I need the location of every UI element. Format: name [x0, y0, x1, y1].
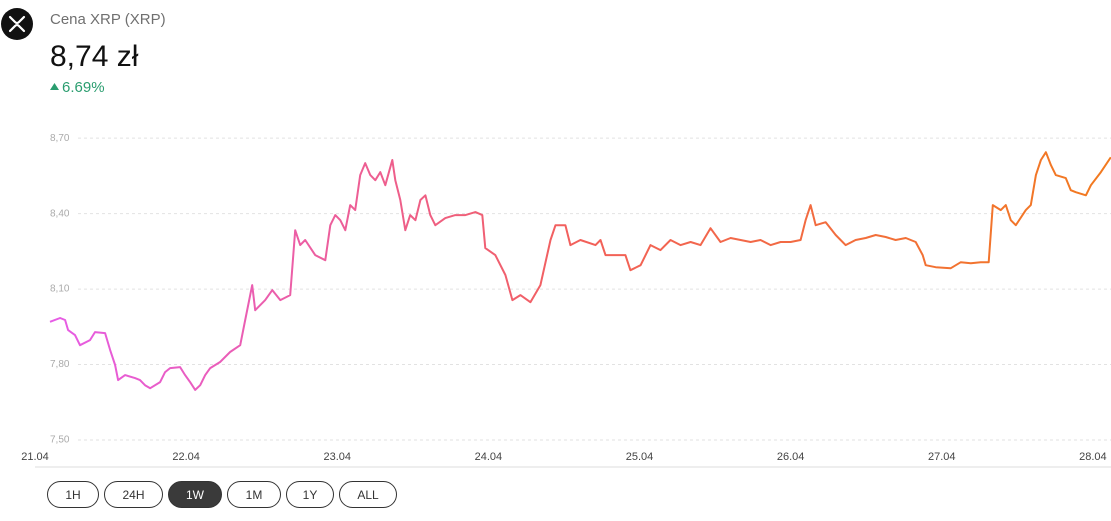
xrp-logo — [1, 8, 33, 40]
price-line — [49, 151, 1111, 391]
range-button[interactable]: 24H — [104, 481, 163, 508]
x-tick-label: 21.04 — [21, 451, 49, 463]
range-button[interactable]: ALL — [339, 481, 397, 508]
x-tick-label: 26.04 — [777, 451, 805, 463]
x-tick-label: 27.04 — [928, 451, 956, 463]
y-tick-label: 7,50 — [50, 435, 70, 446]
y-tick-label: 8,40 — [50, 208, 70, 219]
range-button[interactable]: 1H — [47, 481, 99, 508]
title: Cena XRP (XRP) — [50, 11, 166, 28]
range-button[interactable]: 1W — [168, 481, 222, 508]
range-button[interactable]: 1M — [227, 481, 281, 508]
price: 8,74 zł — [50, 40, 139, 73]
x-tick-label: 24.04 — [475, 451, 503, 463]
y-tick-label: 8,10 — [50, 284, 70, 295]
x-tick-label: 28.04 — [1079, 451, 1107, 463]
y-tick-label: 7,80 — [50, 359, 70, 370]
range-buttons: 1H 24H 1W 1M 1Y ALL — [47, 481, 397, 508]
x-tick-label: 23.04 — [323, 451, 351, 463]
up-arrow — [50, 83, 59, 90]
price-change: 6.69% — [62, 79, 105, 96]
y-tick-label: 8,70 — [50, 133, 70, 144]
x-tick-label: 25.04 — [626, 451, 654, 463]
range-button[interactable]: 1Y — [286, 481, 334, 508]
x-tick-label: 22.04 — [172, 451, 200, 463]
